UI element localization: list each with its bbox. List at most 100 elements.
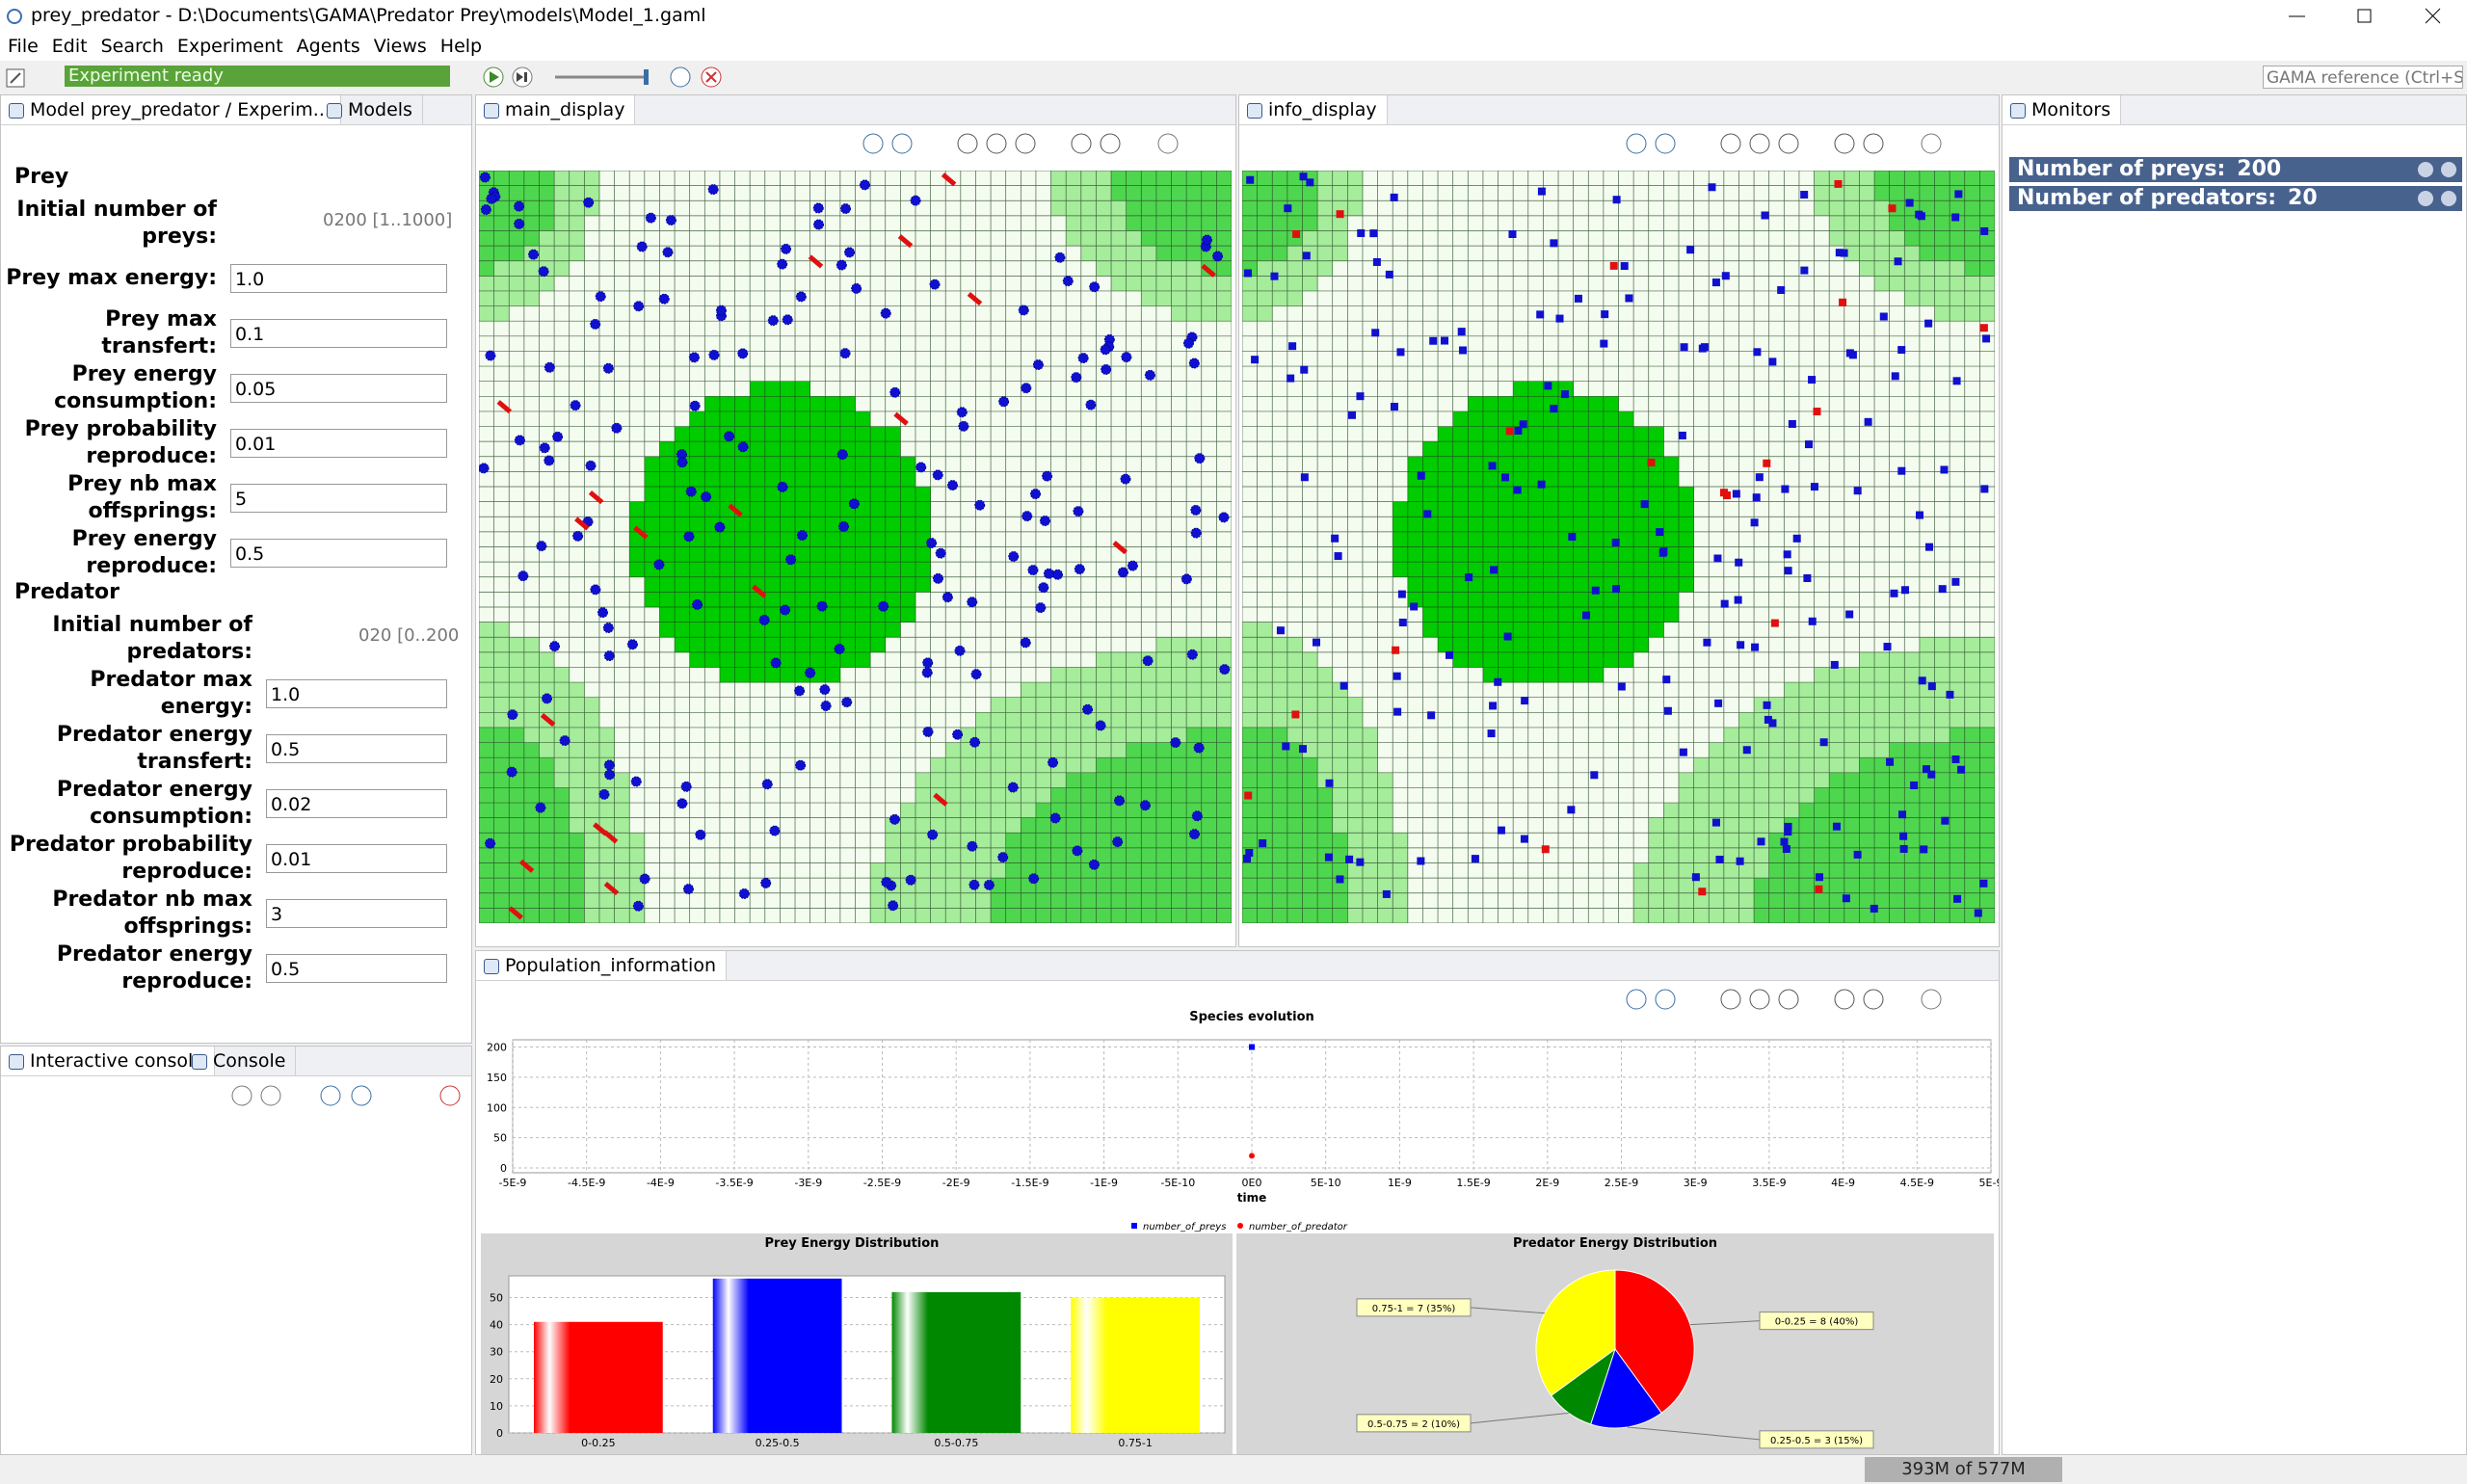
parameter-input[interactable]: 5 (230, 484, 447, 513)
tab[interactable]: info_display (1239, 95, 1388, 124)
tool-icon[interactable] (1749, 133, 1770, 154)
tab[interactable]: main_display (476, 95, 636, 124)
tool-icon[interactable] (1100, 133, 1121, 154)
parameter-label: Prey energy reproduce: (71, 526, 217, 578)
tool-icon[interactable] (1626, 989, 1647, 1010)
edit-icon[interactable] (4, 66, 31, 90)
grid-cell (1272, 847, 1288, 863)
grid-cell (1050, 787, 1067, 804)
grid-cell (1035, 742, 1051, 758)
tool-icon[interactable] (862, 133, 884, 154)
tool-icon[interactable] (1157, 133, 1179, 154)
parameter-input[interactable]: 1.0 (230, 264, 447, 293)
tool-icon[interactable] (1655, 989, 1676, 1010)
grid-cell (975, 712, 992, 729)
tool-icon[interactable] (1863, 989, 1884, 1010)
tool-icon[interactable] (1834, 133, 1855, 154)
tab[interactable]: Population_information (476, 951, 727, 980)
tool-icon[interactable] (1921, 133, 1942, 154)
search-field[interactable]: GAMA reference (Ctrl+S (2263, 66, 2463, 89)
tab[interactable]: Models (319, 95, 423, 124)
prey-agent (1803, 573, 1812, 582)
menu-item[interactable]: Agents (296, 36, 360, 57)
parameter-input[interactable]: 1.0 (266, 679, 447, 708)
menu-item[interactable]: Experiment (176, 36, 283, 57)
tool-icon[interactable] (891, 133, 913, 154)
display-toolbar[interactable] (862, 124, 1228, 163)
tool-icon[interactable] (1015, 133, 1036, 154)
display-toolbar[interactable] (1625, 124, 1991, 163)
prey-agent (820, 701, 832, 712)
grid-cell (1588, 562, 1605, 578)
grid-cell (1141, 727, 1157, 743)
grid-cell (1950, 276, 1966, 292)
menu-item[interactable]: Views (373, 36, 427, 57)
parameter-input[interactable]: 0.1 (230, 319, 447, 348)
grid-cell (1422, 487, 1439, 502)
grid-cell (659, 546, 676, 563)
world-view[interactable] (1242, 171, 1995, 923)
grid-cell (1141, 847, 1157, 863)
parameter-input[interactable]: 0.5 (266, 954, 447, 983)
tool-icon[interactable] (1071, 133, 1092, 154)
grid-cell (1347, 757, 1364, 774)
grid-cell (1347, 862, 1364, 879)
grid-cell (1111, 651, 1127, 668)
grid-cell (1201, 757, 1217, 774)
monitor-close[interactable] (2441, 162, 2456, 177)
tab[interactable]: Interactive console (1, 1047, 215, 1075)
grid-cell (1452, 471, 1469, 488)
world-view[interactable] (479, 171, 1232, 923)
grid-cell (1768, 803, 1785, 818)
tool-icon[interactable] (1921, 989, 1942, 1010)
tool-icon[interactable] (1626, 133, 1647, 154)
tool-icon[interactable] (986, 133, 1007, 154)
tool-icon[interactable] (1863, 133, 1884, 154)
tool-icon[interactable] (1778, 133, 1799, 154)
predator-agent (1541, 845, 1550, 854)
monitor-button[interactable] (2418, 191, 2433, 206)
display-toolbar[interactable] (1625, 980, 1991, 1019)
grid-cell (764, 471, 781, 488)
grid-cell (1784, 727, 1800, 743)
console-toolbar[interactable] (223, 1081, 472, 1110)
grid-cell (795, 471, 810, 488)
grid-cell (1155, 667, 1172, 683)
tool-icon[interactable] (1749, 989, 1770, 1010)
menu-item[interactable]: Help (439, 36, 483, 57)
tool-icon[interactable] (1720, 989, 1741, 1010)
tool-icon[interactable] (1655, 133, 1676, 154)
tool-icon[interactable] (1778, 989, 1799, 1010)
tab[interactable]: Console (184, 1047, 297, 1075)
parameter-input[interactable]: 0.01 (230, 429, 447, 458)
prey-agent (1334, 552, 1342, 561)
parameter-input[interactable]: 0.02 (266, 789, 447, 818)
tool-icon[interactable] (1834, 989, 1855, 1010)
tab[interactable]: Model prey_predator / Experim... (1, 95, 341, 124)
menu-item[interactable]: File (8, 36, 39, 57)
grid-cell (734, 487, 751, 502)
x-tick-label: 0E0 (1242, 1177, 1262, 1189)
grid-cell (1889, 772, 1905, 788)
grid-cell (1035, 727, 1051, 743)
window-controls[interactable] (2274, 0, 2467, 32)
prey-agent (485, 837, 496, 849)
parameter-input[interactable]: 0.05 (230, 374, 447, 403)
monitor-button[interactable] (2418, 162, 2433, 177)
parameter-input[interactable]: 0.5 (266, 734, 447, 763)
prey-agent (782, 314, 793, 326)
run-controls[interactable] (480, 63, 730, 92)
menu-item[interactable]: Edit (51, 36, 88, 57)
parameter-input[interactable]: 0.5 (230, 539, 447, 568)
grid-cell (1543, 471, 1559, 488)
grid-cell (1216, 276, 1232, 292)
menu-item[interactable]: Search (100, 36, 164, 57)
tool-icon[interactable] (957, 133, 978, 154)
parameter-input[interactable]: 0.01 (266, 844, 447, 873)
tab[interactable]: Monitors (2003, 95, 2122, 124)
grid-cell (1844, 833, 1860, 849)
monitor-close[interactable] (2441, 191, 2456, 206)
grid-cell (1080, 772, 1097, 788)
parameter-input[interactable]: 3 (266, 899, 447, 928)
tool-icon[interactable] (1720, 133, 1741, 154)
